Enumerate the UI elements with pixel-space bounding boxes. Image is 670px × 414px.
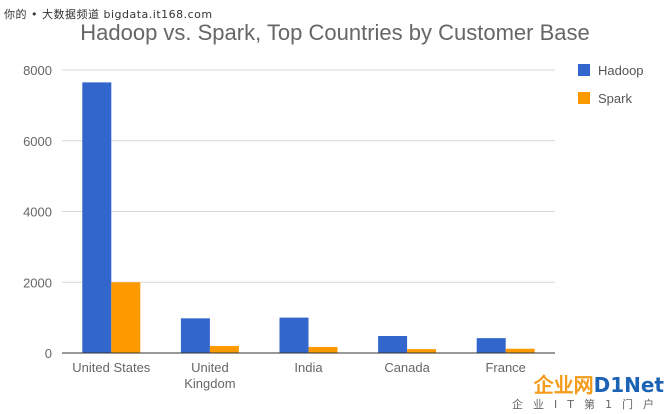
legend-label: Hadoop: [598, 63, 644, 78]
bar-hadoop: [476, 338, 506, 353]
bar-hadoop: [378, 336, 408, 353]
logo-subtitle: 企业IT第1门户: [512, 398, 664, 411]
watermark-text: 你的 • 大数据频道 bigdata.it168.com: [4, 8, 213, 21]
logo-brand-text: D1Net: [593, 373, 664, 397]
bar-spark: [505, 348, 535, 353]
legend-swatch: [578, 64, 590, 76]
bar-spark: [111, 282, 141, 353]
legend-label: Spark: [598, 91, 632, 106]
y-tick-label: 8000: [23, 63, 52, 78]
y-tick-label: 6000: [23, 134, 52, 149]
chart-title: Hadoop vs. Spark, Top Countries by Custo…: [80, 20, 590, 45]
x-tick-label: France: [485, 360, 525, 375]
y-tick-label: 4000: [23, 205, 52, 220]
x-tick-label: India: [294, 360, 323, 375]
bar-hadoop: [279, 317, 309, 353]
x-tick-label: Canada: [384, 360, 430, 375]
x-tick-label: United: [191, 360, 229, 375]
y-tick-label: 2000: [23, 275, 52, 290]
x-tick-label: Kingdom: [184, 376, 235, 391]
d1net-logo: 企业网D1Net 企业IT第1门户: [512, 374, 664, 412]
logo-main-text: 企业网: [533, 373, 594, 397]
bar-spark: [308, 346, 338, 353]
bar-spark: [407, 349, 437, 353]
bar-hadoop: [82, 82, 112, 353]
x-tick-label: United States: [72, 360, 151, 375]
bar-hadoop: [180, 318, 210, 353]
y-tick-label: 0: [45, 346, 52, 361]
legend-swatch: [578, 92, 590, 104]
bar-spark: [209, 345, 239, 353]
